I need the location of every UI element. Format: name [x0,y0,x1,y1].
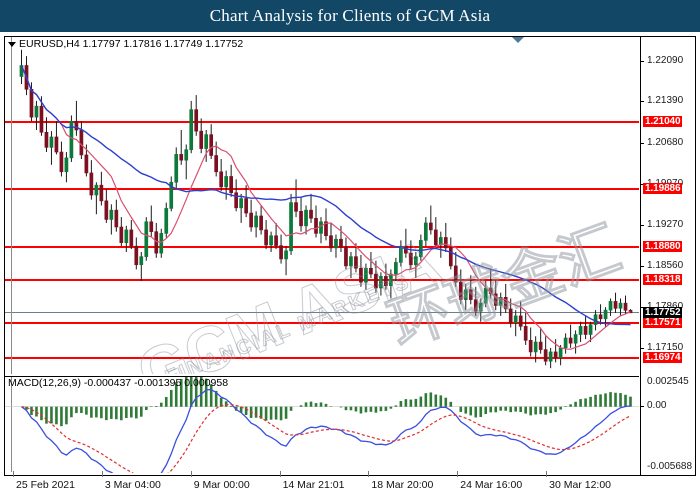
symbol-quote-text: EURUSD,H4 1.17797 1.17816 1.17749 1.1775… [19,38,244,50]
price-level-label[interactable]: 1.17571 [643,317,683,329]
time-axis-tick [279,471,281,477]
price-scale-separator [640,37,641,475]
price-level-line [5,357,639,360]
time-axis-label: 25 Feb 2021 [16,479,75,491]
price-level-label[interactable]: 1.19886 [643,182,683,194]
price-level-line [5,120,639,123]
time-axis-tick [546,471,548,477]
price-axis-tick [641,60,644,62]
price-axis-tick [641,265,644,267]
price-axis-label: 1.18560 [647,259,684,271]
time-axis-tick [368,471,370,477]
price-level-line [5,246,639,249]
time-axis-label: 30 Mar 12:00 [549,479,612,491]
time-axis-label: 18 Mar 20:00 [371,479,434,491]
price-level-label[interactable]: 1.18318 [643,273,683,285]
price-axis-label: 1.20680 [647,136,684,148]
chart-top-marker-icon [512,37,524,43]
price-axis-label: 1.17860 [647,301,683,312]
price-level-line [5,278,639,281]
price-axis-tick [641,101,644,103]
price-level-line [5,187,639,190]
price-level-label[interactable]: 1.18880 [643,241,683,253]
chevron-down-icon[interactable] [8,41,16,47]
price-axis-scale[interactable]: 1.220901.213901.206801.199701.192701.185… [641,37,699,475]
time-axis-tick [13,471,14,477]
time-axis-label: 3 Mar 04:00 [104,479,161,491]
time-axis: 25 Feb 2021 3 Mar 04:00 9 Mar 00:00 14 Mar … [4,471,696,500]
macd-legend-text: MACD(12,26,9) -0.000437 -0.001395 0.0009… [8,377,229,389]
macd-axis-label: 0.002545 [647,376,689,387]
macd-axis-tick [641,405,644,407]
price-level-line [5,311,639,313]
time-axis-label: 9 Mar 00:00 [193,479,250,491]
price-axis-tick [641,184,644,185]
price-axis-tick [641,347,644,349]
time-axis-label: 14 Mar 21:01 [282,479,345,491]
macd-indicator-pane[interactable] [5,376,639,473]
time-axis-label: 24 Mar 16:00 [460,479,523,491]
time-axis-tick [457,471,459,477]
price-axis-label: 1.17150 [647,341,684,353]
price-level-label[interactable]: 1.16974 [643,352,683,364]
price-level-line [5,322,639,325]
price-level-label[interactable]: 1.17752 [643,306,683,318]
time-axis-tick [190,471,192,477]
symbol-quote-header: EURUSD,H4 1.17797 1.17816 1.17749 1.1775… [8,38,243,50]
macd-axis-label: 0.00 [647,399,667,411]
macd-series [5,377,639,473]
price-pane-left-rule [11,37,12,374]
macd-pane-left-rule [11,377,12,472]
price-axis-label: 1.19270 [647,218,684,230]
candlestick-series [19,49,633,369]
price-level-label[interactable]: 1.21040 [643,115,683,127]
price-axis-label: 1.21390 [647,95,684,107]
macd-scale-separator [640,376,641,472]
price-axis-label: 1.22090 [647,54,684,66]
price-axis-tick [641,306,644,308]
price-chart-pane[interactable]: GCM ASIA FINANCIAL MARKETS 环球金汇 [5,37,639,374]
price-axis-tick [641,142,644,144]
time-axis-tick [101,471,103,477]
price-axis-tick [641,224,644,226]
page-title: Chart Analysis for Clients of GCM Asia [209,6,491,25]
title-bar: Chart Analysis for Clients of GCM Asia [0,0,700,32]
macd-axis-label: -0.005688 [647,461,693,472]
